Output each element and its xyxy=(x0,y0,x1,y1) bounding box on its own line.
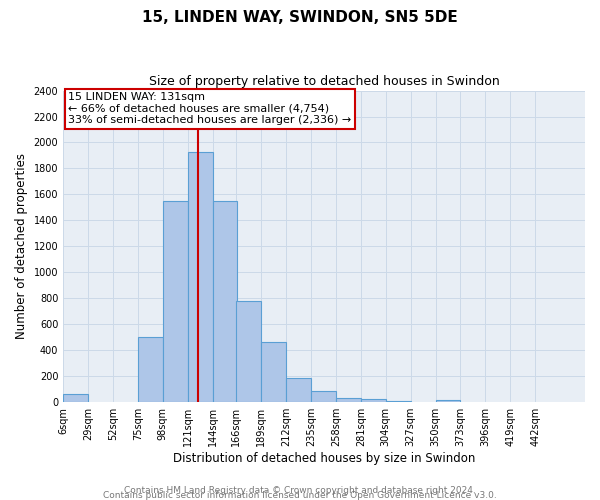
Text: 15, LINDEN WAY, SWINDON, SN5 5DE: 15, LINDEN WAY, SWINDON, SN5 5DE xyxy=(142,10,458,25)
Bar xyxy=(163,201,188,402)
Text: Contains HM Land Registry data © Crown copyright and database right 2024.: Contains HM Land Registry data © Crown c… xyxy=(124,486,476,495)
Bar xyxy=(386,401,410,402)
X-axis label: Distribution of detached houses by size in Swindon: Distribution of detached houses by size … xyxy=(173,452,475,465)
Bar xyxy=(236,301,261,402)
Bar xyxy=(336,398,361,402)
Bar xyxy=(212,201,238,402)
Bar xyxy=(63,394,88,402)
Text: Contains public sector information licensed under the Open Government Licence v3: Contains public sector information licen… xyxy=(103,491,497,500)
Bar xyxy=(261,342,286,402)
Y-axis label: Number of detached properties: Number of detached properties xyxy=(15,154,28,340)
Bar xyxy=(138,338,163,402)
Bar xyxy=(188,152,212,402)
Text: 15 LINDEN WAY: 131sqm
← 66% of detached houses are smaller (4,754)
33% of semi-d: 15 LINDEN WAY: 131sqm ← 66% of detached … xyxy=(68,92,352,126)
Bar xyxy=(436,400,460,402)
Title: Size of property relative to detached houses in Swindon: Size of property relative to detached ho… xyxy=(149,75,499,88)
Bar xyxy=(361,399,386,402)
Bar xyxy=(311,390,336,402)
Bar xyxy=(286,378,311,402)
